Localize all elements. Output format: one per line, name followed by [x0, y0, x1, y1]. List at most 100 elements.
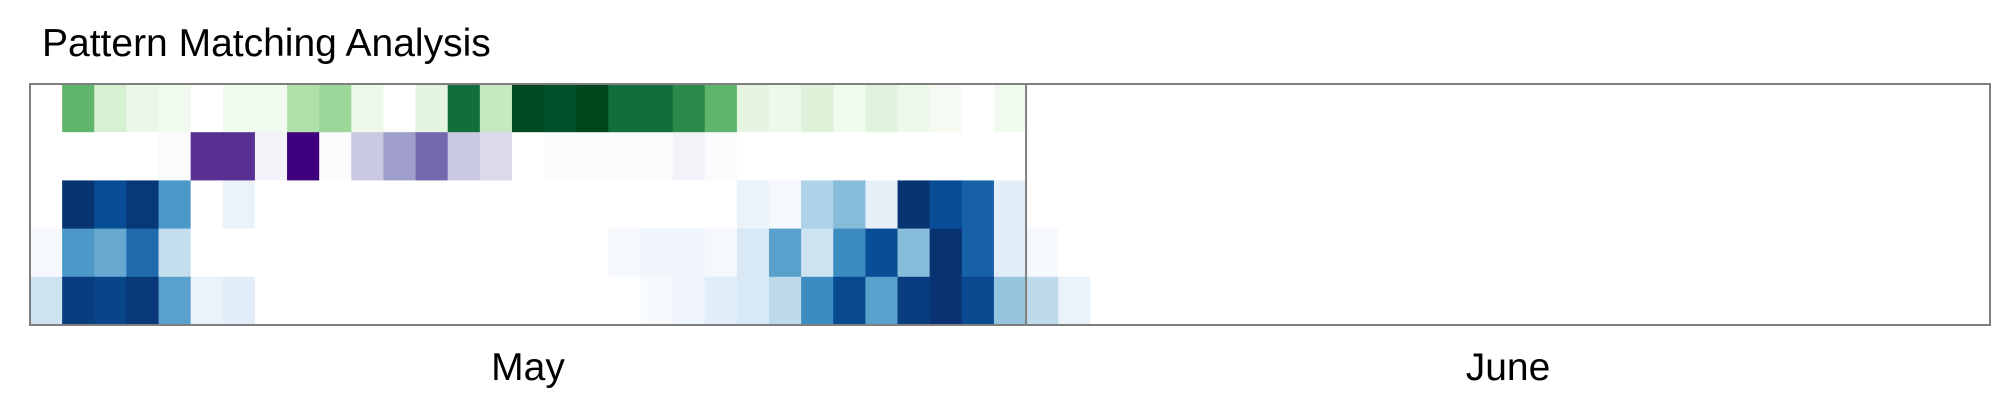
heatmap-cell	[383, 276, 417, 326]
heatmap-cell	[1122, 180, 1156, 230]
heatmap-cell	[1154, 180, 1188, 230]
heatmap-cell	[447, 132, 481, 181]
heatmap-cell	[1283, 84, 1316, 133]
heatmap-cell	[608, 132, 642, 181]
heatmap-cell	[1347, 180, 1381, 230]
heatmap-cell	[94, 84, 127, 133]
heatmap-cell	[351, 228, 385, 278]
heatmap-cell	[1829, 276, 1863, 326]
heatmap-cell	[1026, 132, 1059, 181]
heatmap-cell	[1379, 228, 1413, 278]
heatmap-cell	[769, 132, 802, 181]
heatmap-cell	[1925, 84, 1959, 133]
heatmap-cell	[576, 132, 609, 181]
heatmap-cell	[801, 132, 834, 181]
heatmap-cell	[544, 228, 577, 278]
heatmap-cell	[1765, 276, 1798, 326]
heatmap-cell	[1154, 276, 1188, 326]
heatmap-cell	[1925, 276, 1959, 326]
heatmap-cell	[993, 228, 1027, 278]
heatmap-cell	[1829, 84, 1863, 133]
heatmap-cell	[1893, 132, 1927, 181]
heatmap-cell	[1572, 180, 1606, 230]
heatmap-cell	[704, 132, 738, 181]
heatmap-cell	[1443, 84, 1477, 133]
heatmap-cell	[672, 132, 706, 181]
heatmap-cell	[126, 180, 160, 230]
heatmap-cell	[511, 228, 545, 278]
heatmap-cell	[1765, 132, 1798, 181]
heatmap-cell	[929, 180, 963, 230]
heatmap-cell	[1925, 228, 1959, 278]
heatmap-cell	[833, 228, 867, 278]
heatmap-cell	[1797, 132, 1830, 181]
heatmap-cell	[158, 132, 192, 181]
heatmap-cell	[1797, 84, 1830, 133]
heatmap-cell	[1411, 180, 1445, 230]
heatmap-cell	[1347, 228, 1381, 278]
heatmap-cell	[865, 276, 899, 326]
heatmap-cell	[576, 276, 609, 326]
heatmap-cell	[1925, 180, 1959, 230]
heatmap-cell	[126, 228, 160, 278]
heatmap-cell	[865, 180, 899, 230]
heatmap-cell	[1700, 180, 1734, 230]
heatmap-cell	[1636, 276, 1670, 326]
heatmap-cell	[1765, 84, 1798, 133]
heatmap-cell	[254, 132, 288, 181]
heatmap-cell	[1443, 228, 1477, 278]
heatmap-cell	[833, 276, 867, 326]
heatmap-cell	[415, 276, 449, 326]
heatmap-cell	[126, 276, 160, 326]
heatmap-cell	[736, 132, 770, 181]
plot-frame	[29, 83, 1991, 326]
heatmap-cell	[1861, 132, 1895, 181]
heatmap-cell	[961, 84, 995, 133]
heatmap-cell	[704, 228, 738, 278]
heatmap-cell	[30, 84, 63, 133]
heatmap-cell	[1058, 132, 1091, 181]
heatmap-cell	[1379, 132, 1413, 181]
heatmap-cell	[1540, 84, 1573, 133]
heatmap-cell	[1154, 132, 1188, 181]
heatmap-cell	[158, 180, 192, 230]
heatmap-cell	[1186, 84, 1220, 133]
heatmap-cell	[1508, 84, 1541, 133]
heatmap-cell	[608, 180, 642, 230]
heatmap-cell	[1604, 132, 1638, 181]
heatmap-cell	[640, 84, 674, 133]
heatmap-cell	[1604, 276, 1638, 326]
heatmap-cell	[94, 180, 127, 230]
heatmap-cell	[94, 228, 127, 278]
heatmap-cell	[1861, 180, 1895, 230]
heatmap-cell	[1122, 84, 1156, 133]
heatmap-cell	[254, 180, 288, 230]
heatmap-cell	[254, 228, 288, 278]
heatmap-cell	[1315, 276, 1348, 326]
heatmap-cell	[1283, 180, 1316, 230]
heatmap-cell	[929, 276, 963, 326]
heatmap-cell	[1411, 276, 1445, 326]
heatmap-cell	[961, 228, 995, 278]
heatmap-cell	[222, 228, 256, 278]
heatmap-cell	[62, 180, 95, 230]
x-tick-label-may: May	[491, 346, 565, 389]
heatmap-cell	[576, 228, 609, 278]
heatmap-cell	[126, 84, 160, 133]
heatmap-cell	[222, 180, 256, 230]
heatmap-cell	[1540, 276, 1573, 326]
heatmap-cell	[447, 276, 481, 326]
heatmap-cell	[897, 276, 931, 326]
heatmap-cell	[608, 276, 642, 326]
heatmap-cell	[1829, 180, 1863, 230]
heatmap-cell	[608, 84, 642, 133]
heatmap-cell	[865, 84, 899, 133]
heatmap-cell	[736, 228, 770, 278]
heatmap-cell	[801, 276, 834, 326]
heatmap-cell	[1572, 84, 1606, 133]
heatmap-cell	[897, 228, 931, 278]
heatmap-cell	[94, 132, 127, 181]
heatmap-cell	[1090, 84, 1124, 133]
heatmap-cell	[1732, 132, 1766, 181]
